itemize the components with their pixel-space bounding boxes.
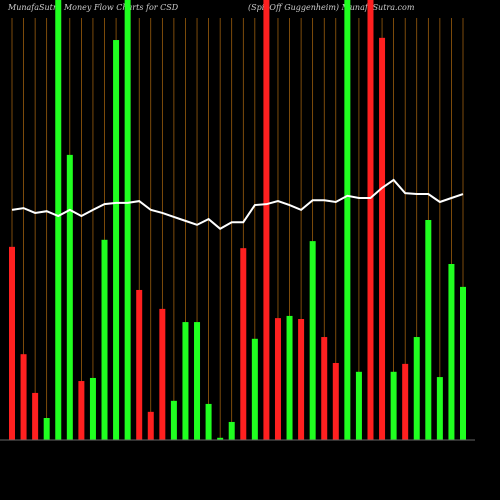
bar (147, 411, 154, 440)
bar (263, 0, 270, 440)
bar (217, 437, 224, 440)
bar (436, 377, 443, 440)
bar (460, 286, 466, 440)
bar (159, 308, 166, 440)
bar (355, 371, 362, 440)
bar (274, 318, 281, 440)
chart-subtitle: (SpinOff Guggenheim) MunafaSutra.com (248, 3, 415, 12)
bar (43, 418, 50, 440)
bar (367, 0, 374, 440)
bar (332, 363, 339, 440)
bar (170, 400, 177, 440)
bar (228, 421, 235, 440)
bar (66, 154, 73, 440)
bar (413, 337, 420, 440)
bar (20, 354, 27, 440)
bar (78, 381, 85, 440)
bar (402, 363, 409, 440)
bar (251, 338, 258, 440)
bar (309, 241, 316, 440)
bar (240, 248, 247, 440)
bar (425, 220, 432, 440)
bar (182, 322, 189, 440)
line (11, 178, 464, 231)
bar (448, 264, 455, 440)
bar (136, 289, 143, 440)
bar (321, 337, 328, 440)
bar (205, 403, 212, 440)
bar (113, 40, 120, 440)
bar (124, 0, 131, 440)
bar (9, 246, 15, 440)
bar (344, 0, 351, 440)
bar (390, 371, 397, 440)
bar (101, 239, 108, 440)
bar (286, 315, 293, 440)
bar (89, 377, 96, 440)
chart-title: MunafaSutra Money Flow Charts for CSD (7, 3, 179, 12)
bar (298, 319, 305, 440)
bar (194, 322, 201, 440)
bar (379, 37, 386, 441)
bar (32, 392, 39, 440)
bar (55, 0, 62, 440)
